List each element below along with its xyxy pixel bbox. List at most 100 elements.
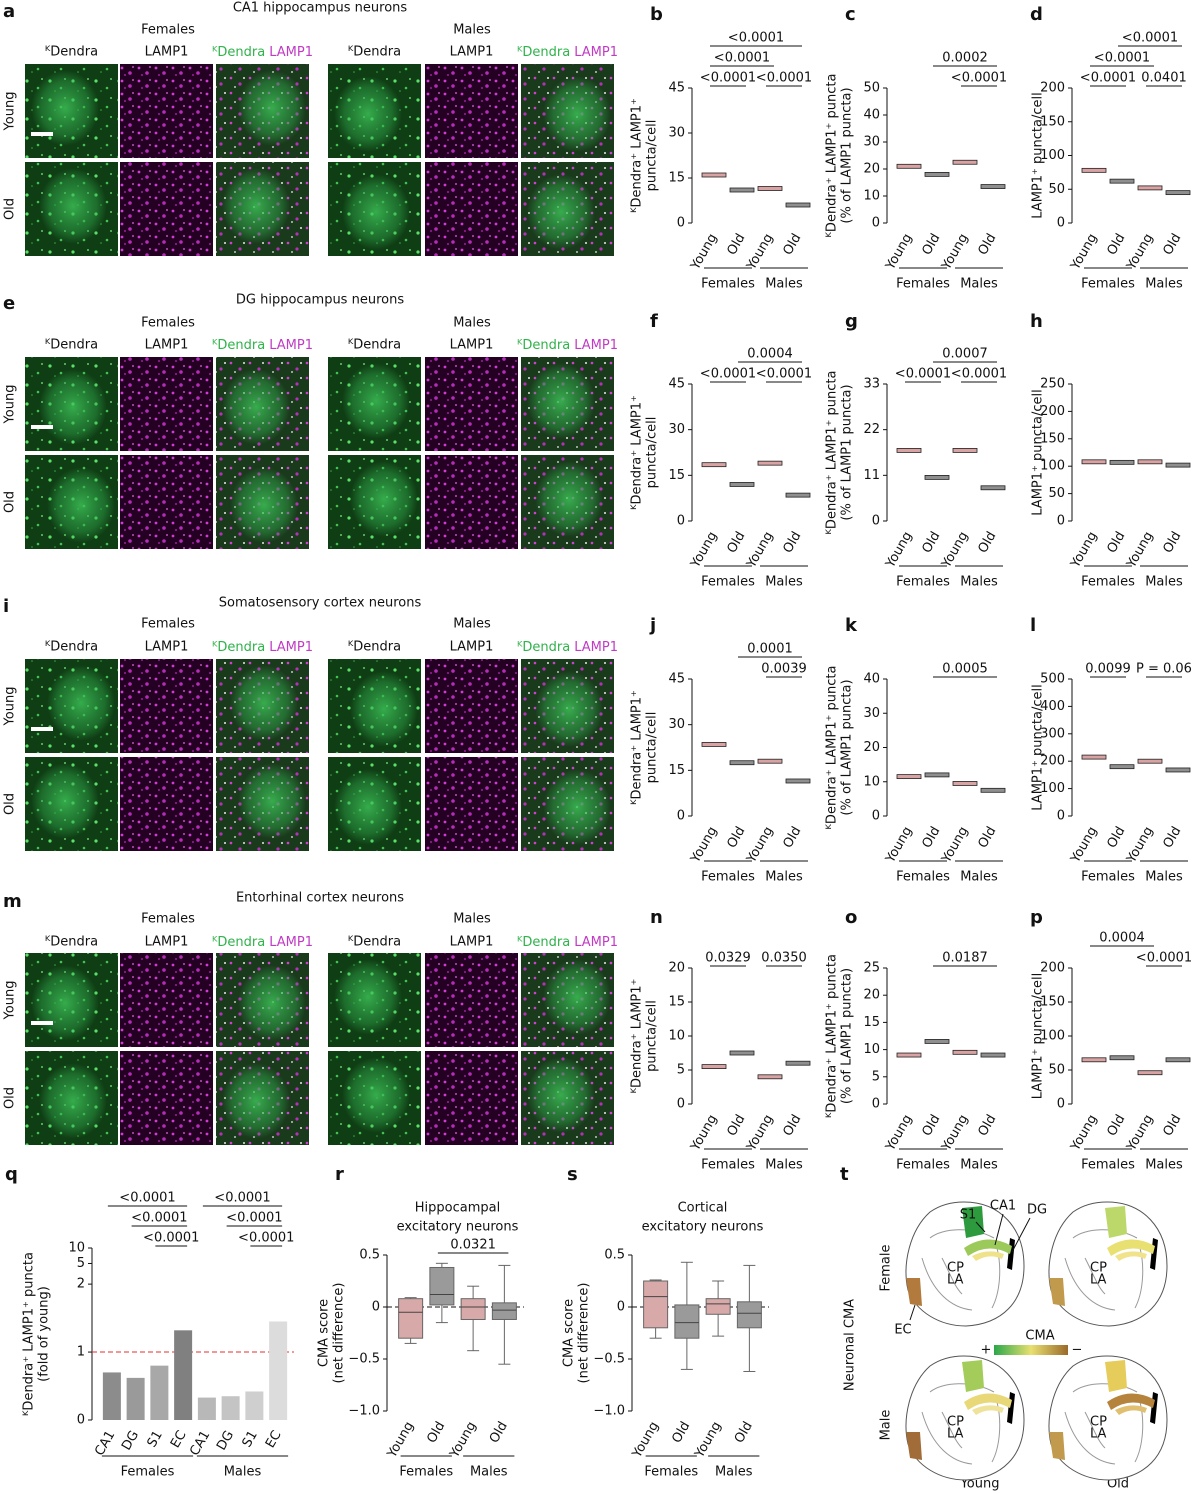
p-value: 0.0329 [705, 951, 751, 966]
chart-title: excitatory neurons [642, 1220, 764, 1235]
y-tick-label: 30 [863, 135, 880, 150]
cell-soma [543, 769, 611, 845]
channel-label: ᴷDendra [212, 338, 265, 353]
y-tick-label: 0 [1057, 514, 1065, 529]
region-dg [972, 1251, 1004, 1261]
group-mean [729, 760, 755, 766]
y-tick-label: 50 [1048, 486, 1065, 501]
x-tick-label: Old [1160, 529, 1184, 556]
x-tick-label: Young [1068, 1112, 1101, 1154]
p-value: 0.0001 [747, 642, 793, 657]
cell-soma [230, 665, 298, 741]
group-mean [729, 482, 755, 487]
x-tick-label: Old [1104, 824, 1128, 851]
group-mean [785, 492, 811, 498]
region-dg [972, 1405, 1004, 1415]
group-mean [1081, 1057, 1107, 1063]
channel-label: ᴷDendra [45, 935, 98, 950]
structure-label: CP [947, 1415, 964, 1430]
group-mean [757, 1074, 783, 1080]
channel-label: LAMP1 [450, 640, 494, 655]
x-tick-label: Young [1124, 231, 1157, 273]
x-tick-label: Old [975, 1112, 999, 1139]
y-tick-label: 30 [668, 422, 685, 437]
x-tick-label: DG [119, 1428, 142, 1453]
p-value: <0.0001 [119, 1191, 175, 1206]
region-label: CA1 [990, 1199, 1016, 1214]
micrograph [120, 1051, 213, 1145]
group-label: Males [765, 575, 803, 590]
y-tick-label: 0 [1057, 809, 1065, 824]
channel-label: ᴷDendra [517, 45, 570, 60]
p-value: 0.0007 [942, 347, 988, 362]
group-label: Females [141, 617, 195, 632]
bar [102, 1372, 121, 1420]
channel-label: LAMP1 [269, 640, 313, 655]
merge-label: ᴷDendra LAMP1 [212, 338, 313, 353]
y-tick-label: 20 [863, 740, 880, 755]
y-axis-label: (% of LAMP1 puncta) [840, 384, 855, 520]
x-tick-label: Old [1104, 231, 1128, 258]
y-tick-label: 0 [872, 809, 880, 824]
p-value: <0.0001 [238, 1231, 294, 1246]
structure-label: LA [947, 1427, 964, 1442]
y-axis-label: (% of LAMP1 puncta) [840, 87, 855, 223]
y-tick-label: 300 [1040, 726, 1065, 741]
micrograph [120, 357, 213, 451]
group-mean [980, 184, 1006, 189]
y-tick-label: 15 [668, 763, 685, 778]
y-tick-label: 150 [1040, 995, 1065, 1010]
merge-label: ᴷDendra LAMP1 [212, 45, 313, 60]
structure-label: LA [1090, 1427, 1107, 1442]
channel-label: LAMP1 [269, 338, 313, 353]
channel-label: ᴷDendra [212, 640, 265, 655]
p-value: <0.0001 [143, 1231, 199, 1246]
brain-contour [921, 1383, 1001, 1465]
x-tick-label: Young [1068, 529, 1101, 571]
p-value: 0.0005 [942, 662, 988, 677]
y-axis-label: ᴷDendra⁺ LAMP1⁺ puncta [825, 954, 840, 1118]
y-tick-label: 45 [668, 672, 685, 687]
p-value: 0.0004 [1099, 931, 1145, 946]
box [736, 1301, 762, 1329]
channel-label: LAMP1 [145, 338, 189, 353]
y-tick-label: 10 [68, 1241, 85, 1256]
group-label: Females [141, 23, 195, 38]
micrograph [120, 455, 213, 549]
group-mean [896, 448, 922, 453]
x-tick-label: Old [780, 231, 804, 258]
fiber-tract [1150, 1392, 1158, 1424]
bar [150, 1365, 169, 1420]
cell-soma [238, 965, 306, 1041]
y-axis-label: LAMP1⁺ puncta/cell [1031, 389, 1046, 515]
y-tick-label: 50 [863, 81, 880, 96]
group-mean [785, 1060, 811, 1066]
region-ec [906, 1278, 922, 1306]
panel-letter: a [3, 1, 15, 22]
y-tick-label: 30 [863, 706, 880, 721]
box [674, 1304, 700, 1339]
group-label: Females [1081, 277, 1135, 292]
cell-soma [222, 369, 290, 445]
y-tick-label: 0 [617, 1300, 625, 1315]
y-axis-label: puncta/cell [645, 417, 660, 489]
panel-letter: n [650, 907, 663, 928]
group-mean [952, 781, 978, 786]
channel-label: ᴷDendra [517, 640, 570, 655]
group-mean [896, 163, 922, 169]
channel-label: LAMP1 [145, 640, 189, 655]
y-tick-label: 0 [1057, 1097, 1065, 1112]
cell-soma [47, 467, 115, 543]
y-tick-label: −0.5 [348, 1352, 380, 1367]
x-tick-label: Young [688, 1112, 721, 1154]
x-tick-label: Old [975, 529, 999, 556]
legend-end: − [1072, 1343, 1083, 1358]
channel-label: LAMP1 [269, 935, 313, 950]
group-mean [757, 460, 783, 466]
y-axis-label: ᴷDendra⁺ LAMP1⁺ [630, 979, 645, 1094]
panel-letter: o [845, 907, 857, 928]
cell-soma [334, 959, 402, 1035]
region-ca1 [1107, 1393, 1155, 1410]
y-tick-label: 11 [863, 468, 880, 483]
p-value: <0.0001 [728, 31, 784, 46]
